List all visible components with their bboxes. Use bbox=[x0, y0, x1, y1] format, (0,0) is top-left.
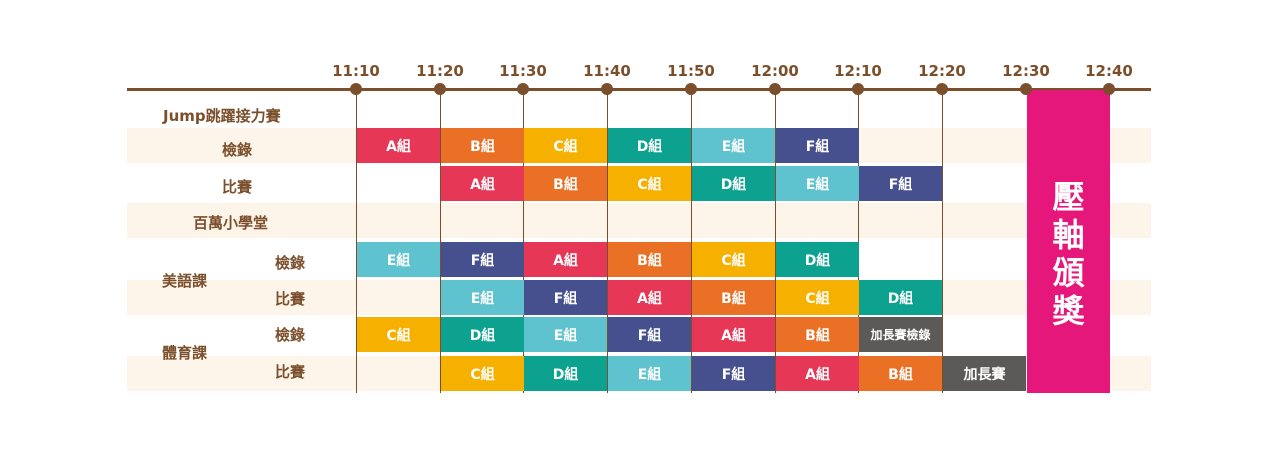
time-gridline bbox=[523, 90, 524, 393]
time-gridline bbox=[942, 90, 943, 393]
schedule-cell: E組 bbox=[441, 280, 524, 315]
schedule-cell: D組 bbox=[859, 280, 942, 315]
row-label-english-checkin: 檢錄 bbox=[275, 254, 306, 272]
schedule-cell: C組 bbox=[357, 317, 440, 352]
time-marker-dot bbox=[936, 83, 948, 95]
schedule-cell: F組 bbox=[776, 128, 859, 163]
schedule-cell: D組 bbox=[441, 317, 524, 352]
schedule-cell: D組 bbox=[608, 128, 691, 163]
row-label-jump-match: 比賽 bbox=[222, 178, 253, 196]
timeline-axis bbox=[127, 88, 1151, 91]
row-label-pe-checkin: 檢錄 bbox=[275, 326, 306, 344]
time-marker-dot bbox=[1020, 83, 1032, 95]
schedule-cell: E組 bbox=[357, 242, 440, 277]
schedule-cell: C組 bbox=[524, 128, 607, 163]
time-label: 12:40 bbox=[1085, 62, 1133, 80]
time-gridline bbox=[440, 90, 441, 393]
time-label: 11:50 bbox=[667, 62, 715, 80]
schedule-cell: A組 bbox=[608, 280, 691, 315]
schedule-cell: F組 bbox=[441, 242, 524, 277]
schedule-cell: B組 bbox=[441, 128, 524, 163]
row-label-jump-checkin: 檢錄 bbox=[222, 141, 253, 159]
time-label: 12:30 bbox=[1002, 62, 1050, 80]
time-label: 11:30 bbox=[499, 62, 547, 80]
schedule-cell: C組 bbox=[608, 166, 691, 201]
schedule-cell: A組 bbox=[692, 317, 775, 352]
schedule-cell: D組 bbox=[692, 166, 775, 201]
time-gridline bbox=[607, 90, 608, 393]
time-marker-dot bbox=[350, 83, 362, 95]
time-marker-dot bbox=[685, 83, 697, 95]
schedule-cell: E組 bbox=[692, 128, 775, 163]
schedule-cell: A組 bbox=[524, 242, 607, 277]
time-marker-dot bbox=[769, 83, 781, 95]
row-label-english: 美語課 bbox=[162, 272, 208, 290]
time-label: 11:40 bbox=[583, 62, 631, 80]
schedule-cell: B組 bbox=[692, 280, 775, 315]
row-label-english-match: 比賽 bbox=[275, 290, 306, 308]
time-gridline bbox=[356, 90, 357, 393]
time-gridline bbox=[691, 90, 692, 393]
schedule-cell: F組 bbox=[608, 317, 691, 352]
time-label: 12:10 bbox=[834, 62, 882, 80]
row-label-jump: Jump跳躍接力賽 bbox=[163, 107, 281, 125]
schedule-cell: C組 bbox=[441, 356, 524, 391]
schedule-cell: E組 bbox=[776, 166, 859, 201]
time-label: 12:20 bbox=[918, 62, 966, 80]
time-marker-dot bbox=[852, 83, 864, 95]
time-marker-dot bbox=[517, 83, 529, 95]
schedule-cell: E組 bbox=[524, 317, 607, 352]
schedule-cell: A組 bbox=[776, 356, 859, 391]
schedule-cell: A組 bbox=[357, 128, 440, 163]
schedule-cell: B組 bbox=[859, 356, 942, 391]
schedule-cell: C組 bbox=[776, 280, 859, 315]
award-block: 壓軸頒獎 bbox=[1027, 90, 1110, 393]
schedule-cell: B組 bbox=[524, 166, 607, 201]
schedule-cell: D組 bbox=[776, 242, 859, 277]
time-label: 11:20 bbox=[416, 62, 464, 80]
row-label-pe-match: 比賽 bbox=[275, 363, 306, 381]
award-text: 壓軸頒獎 bbox=[1052, 178, 1085, 330]
schedule-cell: F組 bbox=[692, 356, 775, 391]
time-gridline bbox=[775, 90, 776, 393]
schedule-cell: E組 bbox=[608, 356, 691, 391]
time-label: 12:00 bbox=[751, 62, 799, 80]
time-label: 11:10 bbox=[332, 62, 380, 80]
schedule-cell: D組 bbox=[524, 356, 607, 391]
time-marker-dot bbox=[1103, 83, 1115, 95]
row-band bbox=[127, 203, 1151, 238]
schedule-cell: B組 bbox=[608, 242, 691, 277]
time-marker-dot bbox=[434, 83, 446, 95]
time-marker-dot bbox=[601, 83, 613, 95]
row-label-million: 百萬小學堂 bbox=[193, 214, 269, 232]
schedule-cell: A組 bbox=[441, 166, 524, 201]
schedule-cell: 加長賽檢錄 bbox=[859, 317, 942, 352]
row-label-pe: 體育課 bbox=[162, 344, 208, 362]
schedule-cell: F組 bbox=[524, 280, 607, 315]
schedule-cell: C組 bbox=[692, 242, 775, 277]
time-gridline bbox=[858, 90, 859, 393]
schedule-cell: B組 bbox=[776, 317, 859, 352]
schedule-cell: 加長賽 bbox=[943, 356, 1026, 391]
schedule-cell: F組 bbox=[859, 166, 942, 201]
